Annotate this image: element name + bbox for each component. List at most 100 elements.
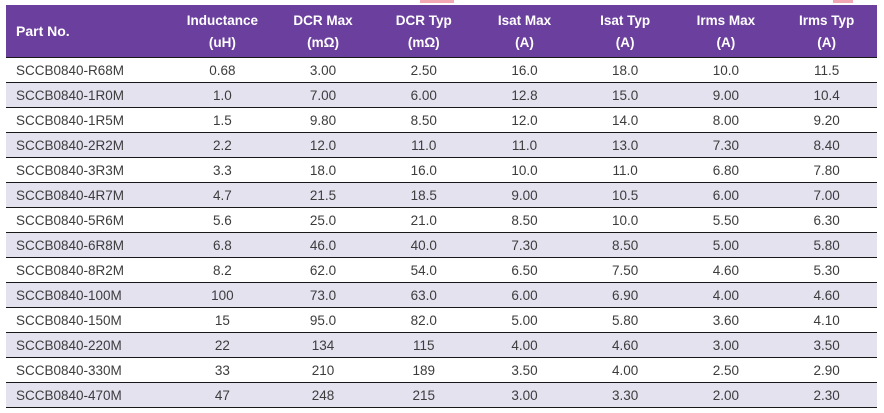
value-cell: 13.0 bbox=[612, 137, 639, 153]
value-cell: 5.80 bbox=[612, 312, 639, 328]
part-no-cell: SCCB0840-3R3M bbox=[16, 162, 125, 178]
header-part-no: Part No. bbox=[6, 5, 172, 58]
value-cell: 9.00 bbox=[712, 87, 739, 103]
value-cell: 11.0 bbox=[411, 137, 437, 153]
value-cell: 4.00 bbox=[511, 337, 538, 353]
part-no-cell: SCCB0840-470M bbox=[16, 387, 122, 403]
value-cell: 12.8 bbox=[511, 87, 538, 103]
value-cell: 12.0 bbox=[309, 137, 337, 153]
table-row: SCCB0840-3R3M 3.3 18.0 16.0 10.0 11.0 6.80 7.80 bbox=[6, 157, 877, 183]
value-cell: 100 bbox=[211, 287, 234, 303]
header-dcr-max: DCR Max (mΩ) bbox=[272, 5, 374, 58]
value-cell: 6.30 bbox=[813, 212, 840, 228]
value-cell: 10.0 bbox=[511, 162, 538, 178]
value-cell: 95.0 bbox=[309, 312, 337, 328]
value-cell: 14.0 bbox=[612, 112, 639, 128]
inductor-spec-table: Part No. Inductance (uH) DCR Max (mΩ) bbox=[6, 5, 877, 408]
value-cell: 6.80 bbox=[712, 162, 739, 178]
header-inductance: Inductance (uH) bbox=[172, 5, 273, 58]
part-no-cell: SCCB0840-1R5M bbox=[16, 112, 125, 128]
header-irms-typ: Irms Typ (A) bbox=[776, 5, 877, 58]
value-cell: 2.30 bbox=[813, 387, 840, 403]
header-isat-max: Isat Max (A) bbox=[474, 5, 575, 58]
value-cell: 3.00 bbox=[511, 387, 538, 403]
value-cell: 7.30 bbox=[712, 137, 739, 153]
table-row: SCCB0840-1R5M 1.5 9.80 8.50 12.0 14.0 8.00 9.20 bbox=[6, 107, 877, 133]
value-cell: 1.5 bbox=[212, 112, 232, 128]
table-body: SCCB0840-R68M 0.68 3.00 2.50 16.0 18.0 10.0 11.… bbox=[6, 57, 877, 408]
value-cell: 6.00 bbox=[511, 287, 538, 303]
value-cell: 21.5 bbox=[309, 187, 337, 203]
value-cell: 3.3 bbox=[212, 162, 232, 178]
value-cell: 4.10 bbox=[813, 312, 840, 328]
value-cell: 47 bbox=[214, 387, 230, 403]
part-no-cell: SCCB0840-6R8M bbox=[16, 237, 125, 253]
value-cell: 5.00 bbox=[712, 237, 739, 253]
value-cell: 54.0 bbox=[410, 262, 437, 278]
value-cell: 33 bbox=[214, 362, 230, 378]
table-row: SCCB0840-150M 15 95.0 82.0 5.00 5.80 3.60 4.10 bbox=[6, 307, 877, 333]
header-label: Irms Max bbox=[696, 12, 756, 28]
value-cell: 12.0 bbox=[511, 112, 538, 128]
value-cell: 8.00 bbox=[712, 112, 739, 128]
value-cell: 248 bbox=[311, 387, 335, 403]
value-cell: 4.7 bbox=[212, 187, 232, 203]
value-cell: 4.00 bbox=[712, 287, 739, 303]
value-cell: 4.60 bbox=[712, 262, 739, 278]
value-cell: 18.0 bbox=[309, 162, 337, 178]
value-cell: 7.00 bbox=[309, 87, 337, 103]
part-no-cell: SCCB0840-150M bbox=[16, 312, 122, 328]
value-cell: 62.0 bbox=[309, 262, 337, 278]
value-cell: 11.0 bbox=[511, 137, 538, 153]
header-label: Irms Typ bbox=[798, 12, 855, 28]
value-cell: 11.5 bbox=[813, 62, 840, 78]
value-cell: 11.0 bbox=[612, 162, 638, 178]
value-cell: 73.0 bbox=[309, 287, 337, 303]
value-cell: 215 bbox=[412, 387, 436, 403]
value-cell: 5.50 bbox=[712, 212, 739, 228]
value-cell: 210 bbox=[311, 362, 335, 378]
value-cell: 10.0 bbox=[612, 212, 639, 228]
table-row: SCCB0840-330M 33 210 189 3.50 4.00 2.50 2.90 bbox=[6, 357, 877, 383]
header-unit: (uH) bbox=[208, 34, 236, 50]
value-cell: 3.30 bbox=[612, 387, 639, 403]
value-cell: 5.80 bbox=[813, 237, 840, 253]
value-cell: 8.40 bbox=[813, 137, 840, 153]
table-row: SCCB0840-1R0M 1.0 7.00 6.00 12.8 15.0 9.00 10.4 bbox=[6, 82, 877, 108]
value-cell: 4.60 bbox=[612, 337, 639, 353]
value-cell: 6.90 bbox=[612, 287, 639, 303]
value-cell: 21.0 bbox=[410, 212, 437, 228]
value-cell: 82.0 bbox=[410, 312, 437, 328]
table-row: SCCB0840-8R2M 8.2 62.0 54.0 6.50 7.50 4.60 5.30 bbox=[6, 257, 877, 283]
header-label: DCR Max bbox=[293, 12, 353, 28]
value-cell: 8.2 bbox=[212, 262, 232, 278]
value-cell: 2.2 bbox=[212, 137, 232, 153]
part-no-cell: SCCB0840-100M bbox=[16, 287, 122, 303]
value-cell: 4.00 bbox=[612, 362, 639, 378]
value-cell: 1.0 bbox=[212, 87, 232, 103]
value-cell: 2.00 bbox=[712, 387, 739, 403]
value-cell: 9.20 bbox=[813, 112, 840, 128]
part-no-cell: SCCB0840-330M bbox=[16, 362, 122, 378]
value-cell: 134 bbox=[311, 337, 335, 353]
table-header: Part No. Inductance (uH) DCR Max (mΩ) bbox=[6, 5, 877, 58]
header-label: Inductance bbox=[186, 12, 258, 28]
value-cell: 7.50 bbox=[612, 262, 639, 278]
value-cell: 5.00 bbox=[511, 312, 538, 328]
value-cell: 115 bbox=[412, 337, 435, 353]
part-no-cell: SCCB0840-220M bbox=[16, 337, 122, 353]
header-unit: (A) bbox=[615, 34, 635, 50]
value-cell: 10.0 bbox=[712, 62, 739, 78]
value-cell: 5.6 bbox=[212, 212, 232, 228]
table-row: SCCB0840-6R8M 6.8 46.0 40.0 7.30 8.50 5.00 5.80 bbox=[6, 232, 877, 258]
value-cell: 5.30 bbox=[813, 262, 840, 278]
value-cell: 10.4 bbox=[813, 87, 840, 103]
header-label: Isat Typ bbox=[600, 12, 651, 28]
value-cell: 4.60 bbox=[813, 287, 840, 303]
header-irms-max: Irms Max (A) bbox=[675, 5, 777, 58]
value-cell: 3.00 bbox=[712, 337, 739, 353]
value-cell: 8.50 bbox=[511, 212, 538, 228]
value-cell: 3.00 bbox=[309, 62, 337, 78]
header-unit: (A) bbox=[716, 34, 736, 50]
table-row: SCCB0840-R68M 0.68 3.00 2.50 16.0 18.0 10.0 11.… bbox=[6, 57, 877, 83]
